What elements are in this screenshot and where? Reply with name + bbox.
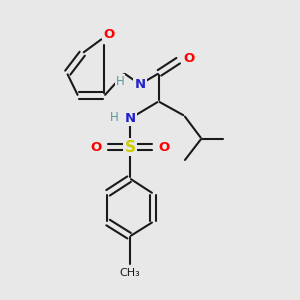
Text: CH₃: CH₃ bbox=[120, 268, 140, 278]
Text: O: O bbox=[158, 141, 169, 154]
Text: N: N bbox=[134, 78, 146, 91]
Text: N: N bbox=[124, 112, 136, 125]
Text: S: S bbox=[124, 140, 136, 154]
Text: O: O bbox=[184, 52, 195, 65]
Text: H: H bbox=[116, 75, 124, 88]
Text: O: O bbox=[104, 28, 115, 41]
Text: H: H bbox=[110, 111, 118, 124]
Text: O: O bbox=[91, 141, 102, 154]
